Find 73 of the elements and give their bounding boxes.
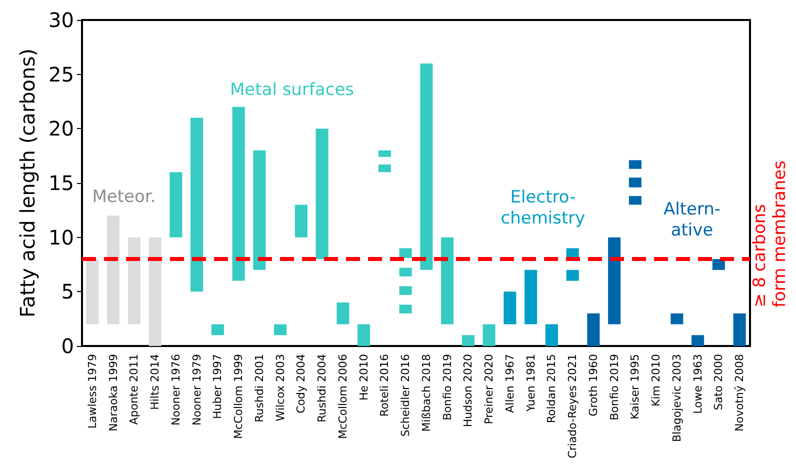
- x-tick-label: McCollom 1999: [232, 354, 246, 439]
- bar: [294, 204, 308, 238]
- bar: [378, 150, 391, 157]
- annotation: Meteor.: [92, 187, 156, 207]
- bar: [524, 270, 538, 324]
- ref-line-label: ≥ 8 carbons form membranes: [750, 160, 790, 308]
- bar: [253, 150, 266, 270]
- x-tick-label: Cody 2004: [294, 354, 308, 414]
- x-tick-label: Hilts 2014: [148, 354, 162, 410]
- bar: [566, 270, 579, 281]
- bar: [211, 324, 224, 336]
- bar: [545, 324, 558, 346]
- x-tick-label: Nooner 1979: [190, 354, 204, 426]
- x-tick-label: Roldan 2015: [545, 354, 558, 424]
- x-tick-label: Rushdi 2004: [316, 354, 329, 422]
- bar: [504, 292, 516, 324]
- x-tick-label: Lawless 1979: [86, 354, 99, 429]
- bar: [399, 304, 412, 314]
- y-tick-label: 25: [48, 62, 74, 86]
- x-tick-label: Hudson 2020: [462, 354, 475, 428]
- bar: [482, 324, 496, 346]
- x-tick-label: Bonfio 2019: [440, 354, 454, 420]
- x-tick-label: He 2010: [357, 354, 370, 401]
- x-tick-label: McCollom 2006: [336, 354, 350, 439]
- bar: [170, 172, 182, 238]
- x-tick-label: Lowe 1963: [691, 354, 704, 414]
- x-tick-label: Criado-Reyes 2021: [566, 354, 580, 458]
- bar: [399, 268, 412, 276]
- bar: [86, 259, 99, 324]
- x-tick-label: Mißbach 2018: [420, 354, 433, 432]
- x-tick-label: Nooner 1976: [169, 354, 182, 426]
- bar: [462, 335, 474, 346]
- x-tick-label: Aponte 2011: [128, 354, 141, 425]
- y-axis-title: Fatty acid length (carbons): [16, 48, 40, 318]
- y-tick-label: 15: [48, 171, 74, 195]
- x-tick-label: Groth 1960: [586, 354, 600, 416]
- annotation: Electro- chemistry: [500, 188, 586, 228]
- bar: [441, 237, 454, 324]
- x-tick-label: Huber 1997: [211, 354, 224, 420]
- x-tick-label: Preiner 2020: [482, 354, 496, 424]
- annotation: Metal surfaces: [230, 80, 354, 100]
- bar: [336, 302, 350, 324]
- x-tick-label: Naraoka 1999: [106, 354, 120, 432]
- bar: [148, 237, 162, 346]
- x-tick-label: Yuen 1981: [524, 354, 538, 413]
- x-tick-label: Allen 1967: [503, 354, 516, 413]
- bar: [628, 196, 642, 205]
- bar: [420, 63, 433, 270]
- bar: [399, 248, 412, 258]
- bar: [316, 128, 328, 260]
- y-tick-label: 5: [61, 280, 74, 304]
- x-tick-label: Roteli 2016: [378, 354, 392, 417]
- x-tick-label: Sato 2000: [712, 354, 726, 410]
- bar: [190, 118, 204, 292]
- x-tick-label: Wilcox 2003: [274, 354, 287, 422]
- bar: [378, 164, 391, 172]
- x-tick-label: Rushdi 2001: [252, 354, 266, 422]
- y-tick-label: 10: [48, 225, 74, 250]
- x-tick-label: Kaiser 1995: [628, 354, 642, 420]
- x-tick-label: Scheidler 2016: [399, 354, 412, 437]
- y-tick-label: 30: [48, 8, 74, 32]
- bar: [232, 106, 245, 281]
- x-tick-label: Kim 2010: [650, 354, 663, 406]
- bar: [358, 324, 370, 346]
- y-tick-label: 0: [61, 334, 74, 358]
- x-tick-label: Blagojevic 2003: [670, 354, 684, 442]
- x-tick-label: Novotný 2008: [733, 354, 746, 432]
- bar: [128, 237, 140, 324]
- y-tick-label: 20: [48, 116, 74, 141]
- annotation: Altern- ative: [663, 200, 721, 240]
- x-tick-label: Bonfio 2019: [608, 354, 621, 420]
- bar: [107, 216, 120, 324]
- bar: [274, 324, 287, 336]
